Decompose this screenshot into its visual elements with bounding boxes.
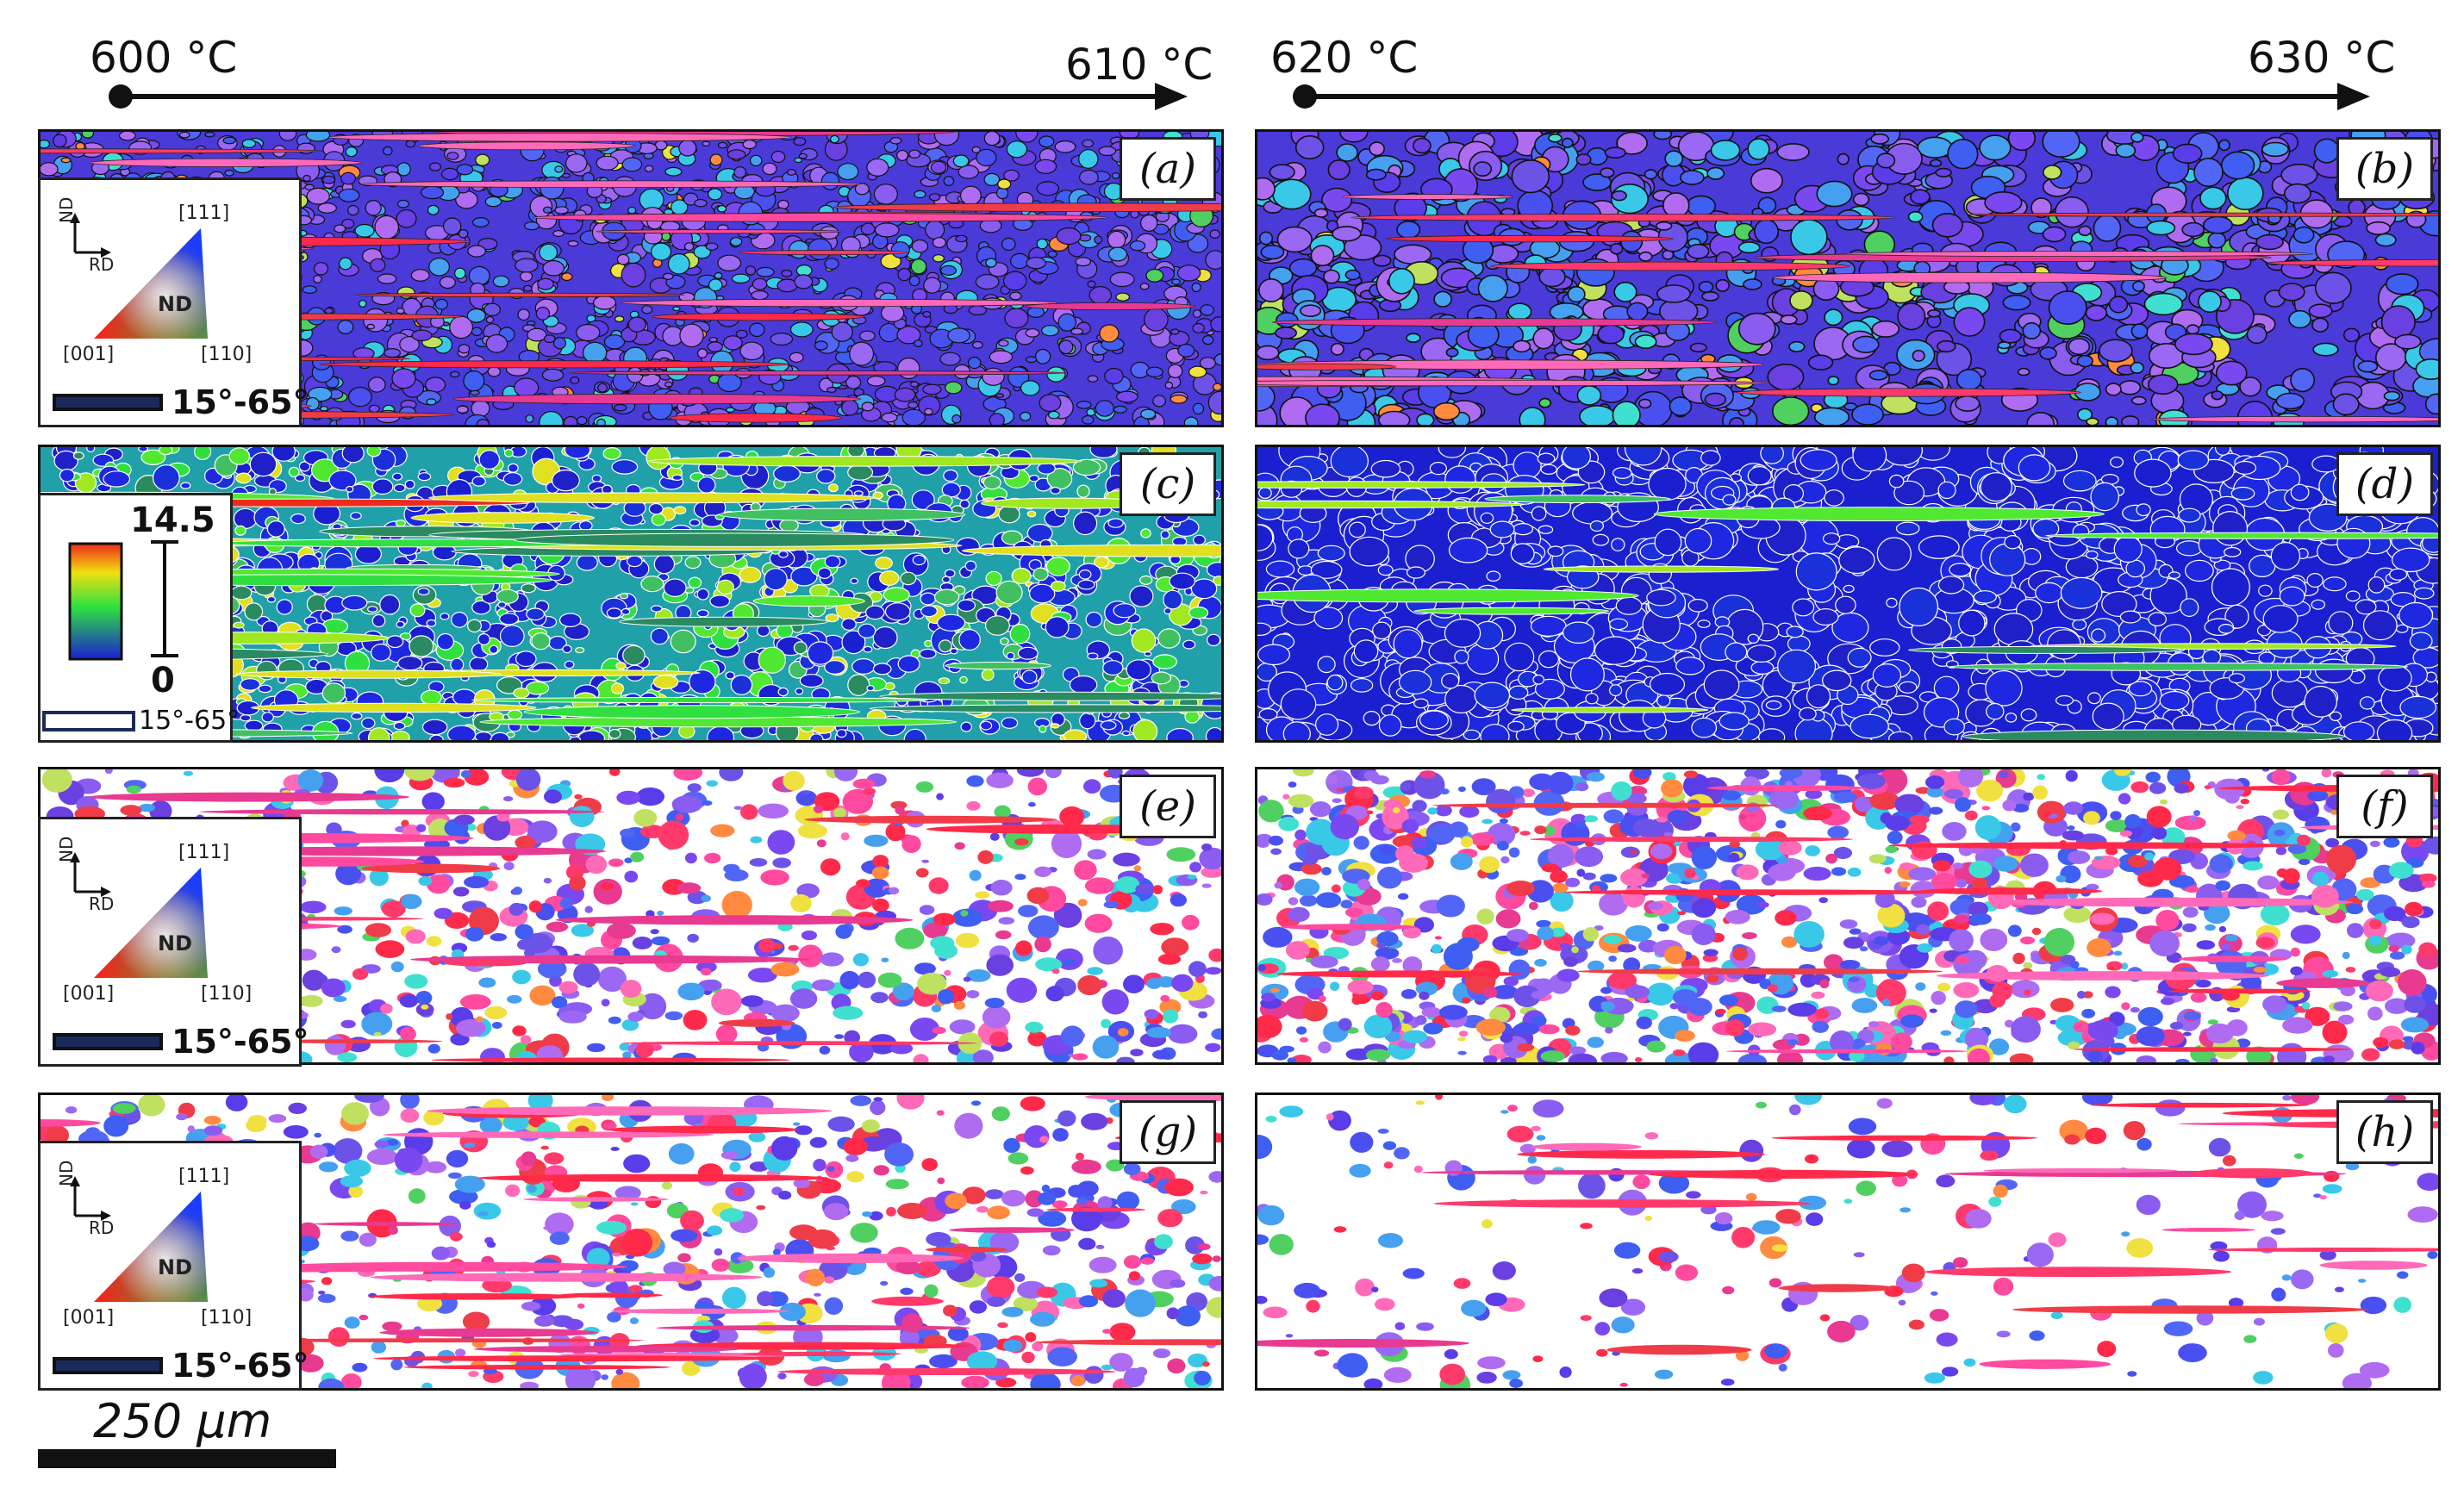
ipf-orientation-map-partitioned <box>1257 1095 2438 1388</box>
axis-rd-label: RD <box>89 254 115 275</box>
corner-110-label: [110] <box>201 983 253 1005</box>
ipf-orientation-map <box>1257 132 2438 425</box>
center-nd-label: ND <box>158 292 193 316</box>
kam-colorbar <box>42 540 178 731</box>
ipf-color-key: ND RD [111] [001] [110] ND 15°-65° <box>38 1141 309 1391</box>
kam-max-label: 14.5 <box>130 501 215 540</box>
temperature-end-label: 610 °C <box>1065 40 1213 90</box>
ipf-color-key: ND RD [111] [001] [110] ND 15°-65° <box>38 817 309 1067</box>
temperature-arrow <box>1293 83 2370 110</box>
corner-001-label: [001] <box>63 344 115 365</box>
boundary-range-label: 15°-65° <box>172 1347 309 1385</box>
boundary-swatch <box>42 711 135 731</box>
axis-rd-label: RD <box>89 1217 115 1238</box>
panel-tag: (c) <box>1120 452 1216 516</box>
panel-f: (f) <box>1255 767 2441 1065</box>
scale-bar-label: 250 μm <box>93 1394 272 1448</box>
panel-tag: (g) <box>1120 1100 1216 1164</box>
scale-bar-line <box>38 1449 336 1468</box>
temperature-end-label: 630 °C <box>2248 33 2396 83</box>
boundary-range-label: 15°-65° <box>139 706 240 736</box>
corner-111-label: [111] <box>178 202 230 224</box>
panel-tag: (a) <box>1120 137 1216 201</box>
panel-h: (h) <box>1255 1092 2441 1391</box>
panel-tag: (b) <box>2336 137 2433 201</box>
kam-gradient-bar <box>68 542 123 661</box>
corner-111-label: [111] <box>178 1166 230 1187</box>
panel-b: (b) <box>1255 129 2441 427</box>
ipf-triangle-key <box>53 1176 208 1374</box>
kam-map <box>1257 447 2438 740</box>
axis-nd-label: ND <box>56 1160 77 1186</box>
corner-001-label: [001] <box>63 983 115 1005</box>
panel-g: (g) <box>38 1092 1224 1391</box>
panel-tag: (e) <box>1120 775 1216 838</box>
corner-110-label: [110] <box>201 1307 253 1329</box>
center-nd-label: ND <box>158 931 193 956</box>
ipf-color-key: ND RD [111] [001] [110] ND 15°-65° <box>38 177 309 427</box>
kam-min-label: 0 <box>151 661 175 700</box>
ipf-triangle-key <box>53 852 208 1050</box>
boundary-range-label: 15°-65° <box>172 1023 309 1061</box>
panel-tag: (h) <box>2336 1100 2433 1164</box>
kam-color-key: 14.5 0 15°-65° <box>38 493 240 743</box>
corner-111-label: [111] <box>178 842 230 863</box>
axis-rd-label: RD <box>89 893 115 914</box>
center-nd-label: ND <box>158 1255 193 1279</box>
panel-tag: (d) <box>2336 452 2433 516</box>
temperature-start-label: 600 °C <box>90 33 238 83</box>
corner-001-label: [001] <box>63 1307 115 1329</box>
temperature-start-label: 620 °C <box>1270 33 1419 83</box>
temperature-arrow <box>109 83 1188 110</box>
boundary-range-label: 15°-65° <box>172 383 309 421</box>
panel-d: (d) <box>1255 445 2441 743</box>
corner-110-label: [110] <box>201 344 253 365</box>
ipf-triangle-key <box>53 213 208 411</box>
ipf-orientation-map-partitioned <box>1257 769 2438 1062</box>
axis-nd-label: ND <box>56 196 77 223</box>
panel-tag: (f) <box>2336 775 2433 838</box>
axis-nd-label: ND <box>56 836 77 862</box>
